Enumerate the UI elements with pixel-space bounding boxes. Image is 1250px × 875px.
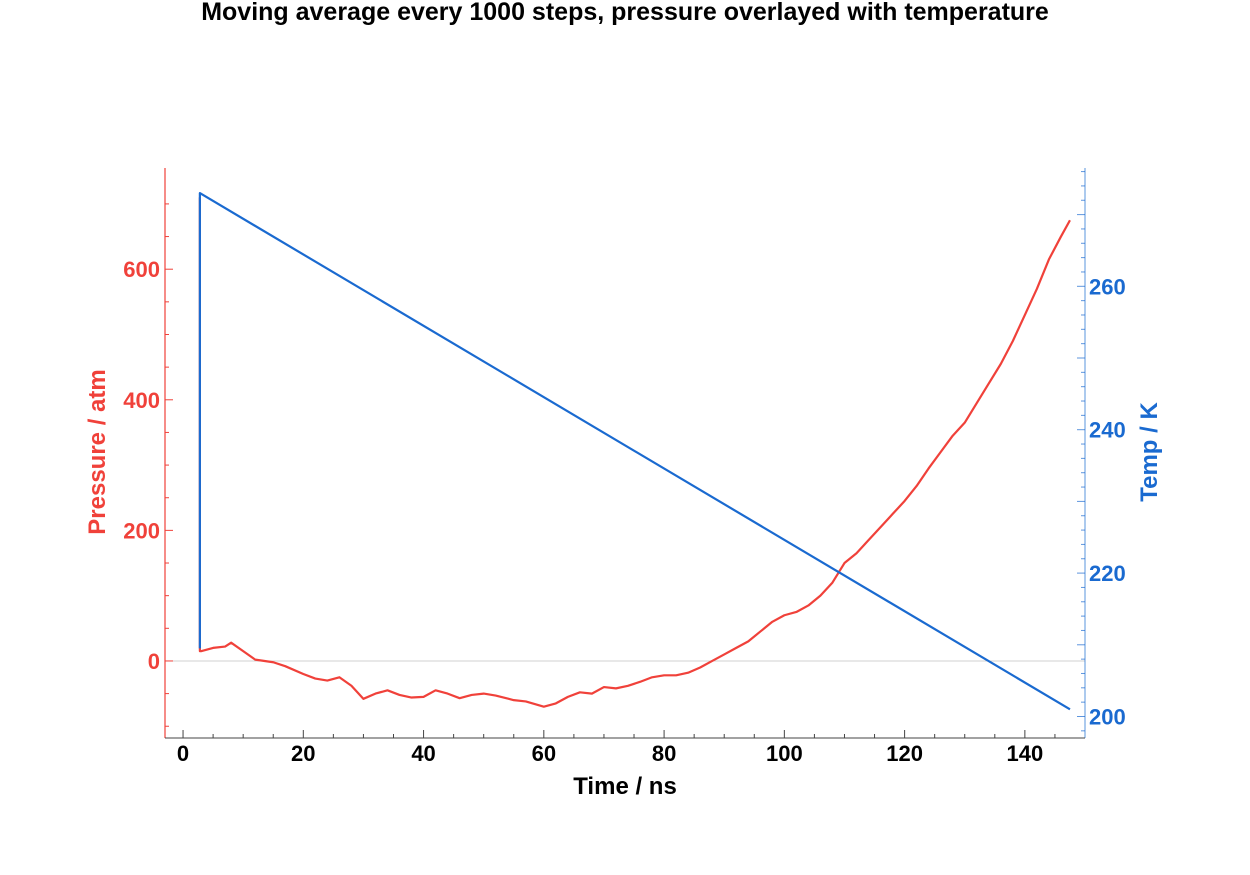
series-layer [198,191,1071,711]
x-tick-label: 80 [652,741,676,766]
x-tick-label: 20 [291,741,315,766]
series-line-pressure [198,197,1071,708]
y-axis-left-label: Pressure / atm [84,369,111,534]
series-line-temperature [198,191,1071,711]
chart-title: Moving average every 1000 steps, pressur… [201,0,1049,26]
y-right-tick-label: 240 [1089,418,1126,443]
x-tick-label: 60 [532,741,556,766]
y-left-tick-label: 400 [123,388,160,413]
x-tick-label: 100 [766,741,803,766]
y-right-tick-label: 220 [1089,561,1126,586]
y-axis-right-label: Temp / K [1136,402,1163,502]
y-left-tick-label: 200 [123,518,160,543]
x-tick-label: 40 [411,741,435,766]
y-right-tick-label: 200 [1089,704,1126,729]
x-tick-label: 0 [177,741,189,766]
x-tick-label: 140 [1007,741,1044,766]
y-right-tick-label: 260 [1089,274,1126,299]
x-axis-label: Time / ns [573,773,677,800]
y-left-tick-label: 0 [148,649,160,674]
axes-layer: 0 20 40 60 80 100 120 140 0 200 400 600 200 220 240 260 [123,168,1126,766]
y-left-tick-label: 600 [123,257,160,282]
x-tick-label: 120 [886,741,923,766]
